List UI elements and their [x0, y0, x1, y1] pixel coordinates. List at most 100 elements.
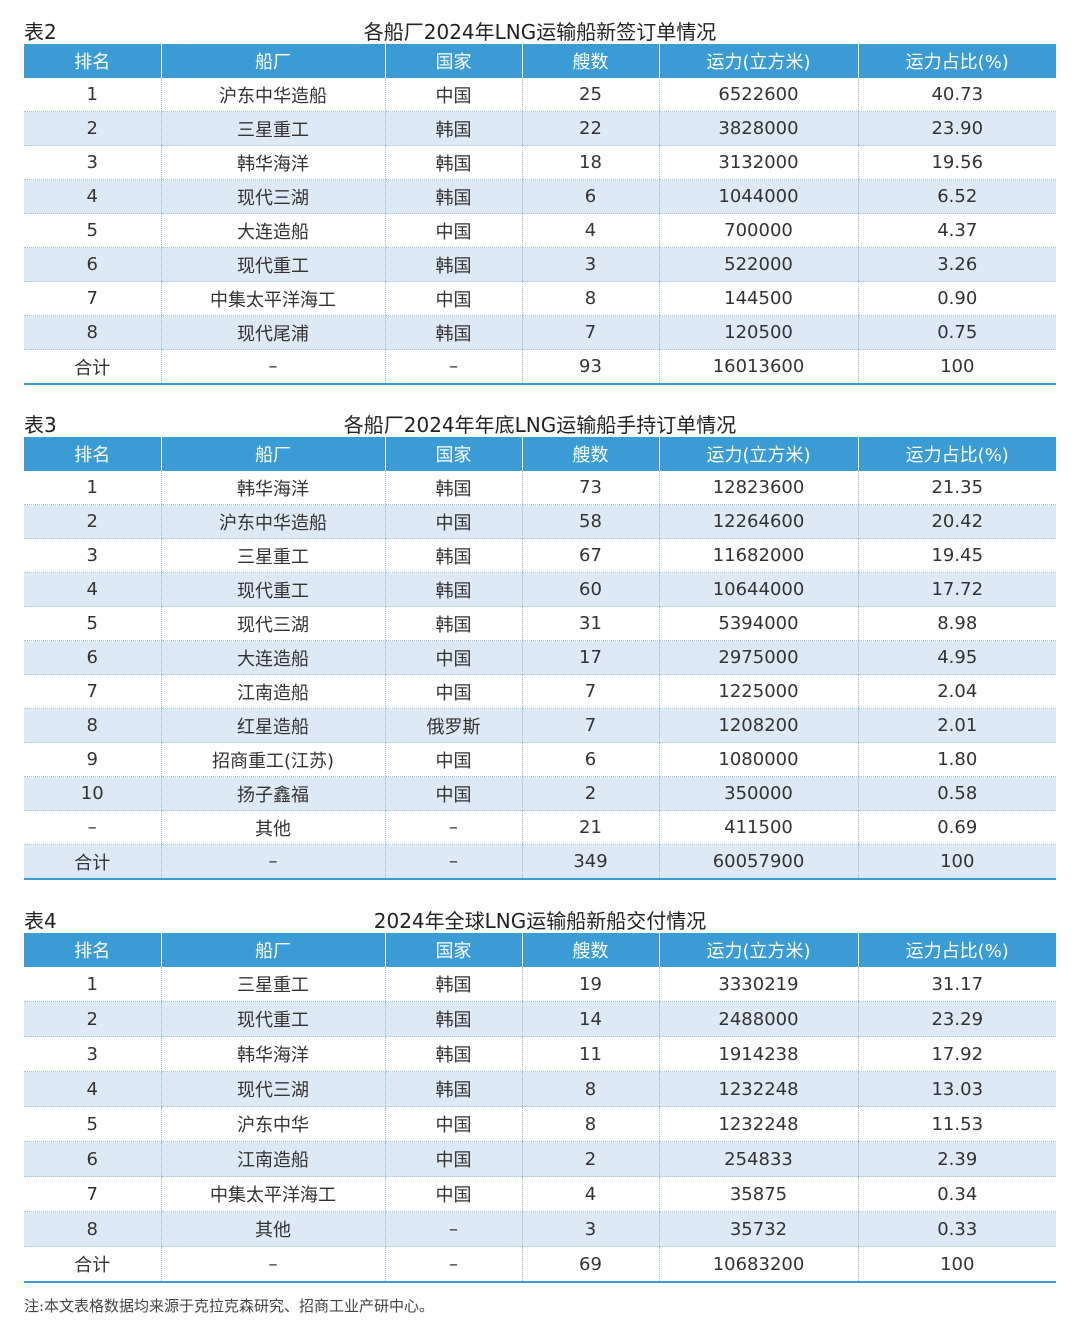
table-cell: 其他	[160, 810, 385, 845]
table-cell: 6522600	[658, 78, 858, 112]
table-cell: 大连造船	[160, 213, 385, 248]
table-cell: 韩国	[384, 247, 522, 282]
column-header: 船厂	[160, 44, 385, 78]
table-cell: 22	[521, 111, 659, 146]
table-row: 3 韩华海洋 韩国 11 1914238 17.92	[24, 1036, 1056, 1072]
table-cell: 7	[24, 281, 161, 316]
column-header: 国家	[384, 44, 522, 78]
column-header: 运力占比(%)	[857, 44, 1056, 78]
table-cell: 19.56	[857, 145, 1056, 180]
table-cell: –	[384, 844, 522, 880]
table-cell: 12823600	[658, 471, 858, 505]
table-cell: 中国	[384, 674, 522, 709]
table-cell: 8	[24, 315, 161, 350]
table-cell: 中国	[384, 776, 522, 811]
table3-title: 各船厂2024年年底LNG运输船手持订单情况	[343, 413, 737, 437]
table-cell: 21	[521, 810, 659, 845]
table-row: 7 江南造船 中国 7 1225000 2.04	[24, 674, 1056, 709]
table-cell: 4.37	[857, 213, 1056, 248]
table-cell: 现代重工	[160, 1001, 385, 1037]
table3: 排名 船厂 国家 艘数 运力(立方米) 运力占比(%) 1 韩华海洋 韩国 73 12823600…	[24, 437, 1056, 880]
table-cell: 招商重工(江苏)	[160, 742, 385, 777]
table-cell: 5	[24, 213, 161, 248]
table-cell: 2	[24, 111, 161, 146]
table-cell: 2.39	[857, 1141, 1056, 1177]
table-cell: 35875	[658, 1176, 858, 1212]
table-cell: 8	[521, 1071, 659, 1107]
table-cell: 0.34	[857, 1176, 1056, 1212]
table3-section: 表3 各船厂2024年年底LNG运输船手持订单情况 排名 船厂 国家 艘数 运力(立方米…	[24, 403, 1056, 880]
table-cell: 7	[24, 1176, 161, 1212]
table2-title: 各船厂2024年LNG运输船新签订单情况	[363, 20, 717, 44]
table-row: 7 中集太平洋海工 中国 4 35875 0.34	[24, 1176, 1056, 1212]
table-cell: 合计	[24, 844, 161, 880]
table-cell: 3	[24, 1036, 161, 1072]
table-cell: 4	[24, 1071, 161, 1107]
table2-header: 表2 各船厂2024年LNG运输船新签订单情况	[24, 10, 1056, 44]
table-cell: 100	[857, 1246, 1056, 1283]
table-cell: 合计	[24, 1246, 161, 1283]
table-cell: 11.53	[857, 1106, 1056, 1142]
table-cell: 0.90	[857, 281, 1056, 316]
table-cell: 23.29	[857, 1001, 1056, 1037]
table-cell: 3	[24, 145, 161, 180]
table-cell: 5394000	[658, 606, 858, 641]
table-cell: 中集太平洋海工	[160, 281, 385, 316]
table-cell: 93	[521, 349, 659, 385]
table2: 排名 船厂 国家 艘数 运力(立方米) 运力占比(%) 1 沪东中华造船 中国 25 652260…	[24, 44, 1056, 385]
table-cell: 3	[24, 538, 161, 573]
table-cell: 韩国	[384, 538, 522, 573]
table-cell: 0.58	[857, 776, 1056, 811]
table-cell: 349	[521, 844, 659, 880]
table-row: 4 现代重工 韩国 60 10644000 17.72	[24, 572, 1056, 607]
table-cell: 中国	[384, 640, 522, 675]
table-cell: 100	[857, 349, 1056, 385]
table-row: 2 三星重工 韩国 22 3828000 23.90	[24, 111, 1056, 146]
table-cell: –	[384, 349, 522, 385]
table-row: 2 沪东中华造船 中国 58 12264600 20.42	[24, 504, 1056, 539]
total-row: 合计 – –349 60057900 100	[24, 844, 1056, 880]
table-cell: 中国	[384, 1106, 522, 1142]
table-row: 1 韩华海洋 韩国 73 12823600 21.35	[24, 471, 1056, 505]
table-cell: 9	[24, 742, 161, 777]
table-cell: 韩国	[384, 967, 522, 1002]
table-cell: 大连造船	[160, 640, 385, 675]
table-cell: 3828000	[658, 111, 858, 146]
table-cell: 1	[24, 967, 161, 1002]
table-cell: 16013600	[658, 349, 858, 385]
column-header: 船厂	[160, 437, 385, 471]
column-header: 运力(立方米)	[658, 44, 858, 78]
table-cell: 1232248	[658, 1071, 858, 1107]
table-cell: 8	[521, 281, 659, 316]
table-cell: 江南造船	[160, 674, 385, 709]
table-cell: 4.95	[857, 640, 1056, 675]
table2-section: 表2 各船厂2024年LNG运输船新签订单情况 排名 船厂 国家 艘数 运力(立方米) 运…	[24, 10, 1056, 385]
table-row: 4 现代三湖 韩国 6 1044000 6.52	[24, 179, 1056, 214]
table-row: 6 大连造船 中国 17 2975000 4.95	[24, 640, 1056, 675]
table-cell: 7	[521, 674, 659, 709]
table-cell: 韩华海洋	[160, 471, 385, 505]
column-header: 运力(立方米)	[658, 933, 858, 967]
table-cell: 现代尾浦	[160, 315, 385, 350]
total-row: 合计 – –69 10683200 100	[24, 1246, 1056, 1283]
table-cell: 7	[521, 708, 659, 743]
table2-label: 表2	[24, 20, 57, 44]
table2-header-row: 排名 船厂 国家 艘数 运力(立方米) 运力占比(%)	[24, 44, 1056, 78]
table-cell: 17.92	[857, 1036, 1056, 1072]
column-header: 艘数	[521, 933, 659, 967]
table-row: 7 中集太平洋海工 中国 8 144500 0.90	[24, 281, 1056, 316]
table-row: 3 三星重工 韩国 67 11682000 19.45	[24, 538, 1056, 573]
table-cell: 三星重工	[160, 967, 385, 1002]
table-cell: 三星重工	[160, 111, 385, 146]
table-cell: 31	[521, 606, 659, 641]
table-cell: 红星造船	[160, 708, 385, 743]
table-cell: 10644000	[658, 572, 858, 607]
table-cell: 中国	[384, 742, 522, 777]
table-cell: 现代三湖	[160, 1071, 385, 1107]
table-cell: 13.03	[857, 1071, 1056, 1107]
table-cell: –	[384, 810, 522, 845]
table-cell: 合计	[24, 349, 161, 385]
table-cell: 1914238	[658, 1036, 858, 1072]
table-cell: 现代三湖	[160, 179, 385, 214]
table-cell: 三星重工	[160, 538, 385, 573]
